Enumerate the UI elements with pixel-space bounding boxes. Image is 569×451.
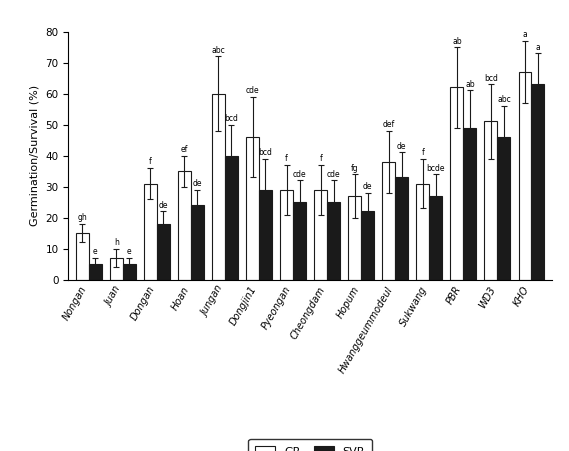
- Text: f: f: [422, 148, 424, 157]
- Bar: [382, 162, 395, 280]
- Text: ab: ab: [452, 37, 461, 46]
- Text: f: f: [319, 154, 322, 163]
- Text: f: f: [149, 157, 152, 166]
- Bar: [430, 196, 442, 280]
- Bar: [123, 264, 136, 280]
- Bar: [395, 177, 408, 280]
- Text: h: h: [114, 238, 119, 247]
- Text: fg: fg: [351, 164, 358, 173]
- Text: ab: ab: [465, 80, 475, 89]
- Text: cde: cde: [292, 170, 306, 179]
- Bar: [531, 84, 545, 280]
- Bar: [463, 128, 476, 280]
- Bar: [110, 258, 123, 280]
- Bar: [89, 264, 102, 280]
- Bar: [212, 93, 225, 280]
- Text: e: e: [127, 247, 131, 256]
- Bar: [518, 72, 531, 280]
- Bar: [259, 190, 272, 280]
- Text: de: de: [363, 182, 373, 191]
- Bar: [178, 171, 191, 280]
- Bar: [191, 205, 204, 280]
- Text: de: de: [193, 179, 202, 188]
- Text: f: f: [285, 154, 288, 163]
- Bar: [327, 202, 340, 280]
- Text: abc: abc: [212, 46, 225, 55]
- Text: e: e: [93, 247, 97, 256]
- Bar: [246, 137, 259, 280]
- Y-axis label: Germination/Survival (%): Germination/Survival (%): [30, 85, 40, 226]
- Text: a: a: [523, 30, 527, 39]
- Legend: GR, SVR: GR, SVR: [249, 439, 372, 451]
- Text: cde: cde: [327, 170, 340, 179]
- Bar: [76, 233, 89, 280]
- Bar: [361, 212, 374, 280]
- Text: a: a: [535, 43, 541, 52]
- Bar: [451, 87, 463, 280]
- Bar: [348, 196, 361, 280]
- Bar: [293, 202, 306, 280]
- Text: abc: abc: [497, 96, 511, 105]
- Text: def: def: [383, 120, 395, 129]
- Bar: [225, 156, 238, 280]
- Bar: [280, 190, 293, 280]
- Text: de: de: [159, 201, 168, 210]
- Bar: [484, 121, 497, 280]
- Text: de: de: [397, 142, 406, 151]
- Text: bcd: bcd: [258, 148, 273, 157]
- Bar: [157, 224, 170, 280]
- Text: cde: cde: [246, 86, 259, 95]
- Text: bcd: bcd: [225, 114, 238, 123]
- Bar: [314, 190, 327, 280]
- Text: bcd: bcd: [484, 74, 498, 83]
- Bar: [417, 184, 430, 280]
- Bar: [497, 137, 510, 280]
- Bar: [144, 184, 157, 280]
- Text: bcde: bcde: [427, 164, 445, 173]
- Text: ef: ef: [181, 145, 188, 154]
- Text: gh: gh: [77, 213, 87, 222]
